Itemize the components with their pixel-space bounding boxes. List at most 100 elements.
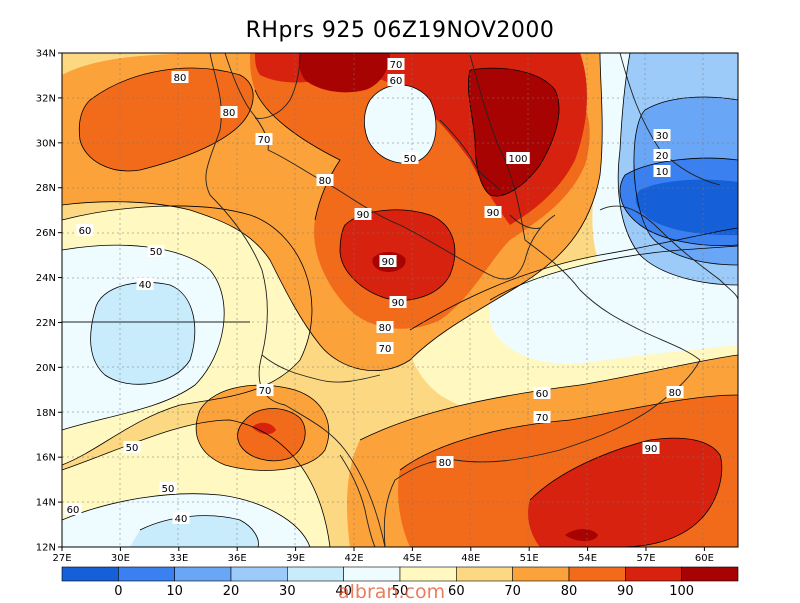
lon-tick-label: 54E bbox=[578, 553, 597, 564]
band-100-sudan bbox=[252, 422, 276, 435]
contour-label-text: 70 bbox=[258, 135, 271, 146]
contour-label-text: 80 bbox=[379, 323, 392, 334]
contour-label-west-60: 60 bbox=[76, 224, 94, 237]
colorbar-swatch bbox=[230, 566, 288, 582]
contour-label-south-40: 40 bbox=[172, 512, 190, 525]
colorbar-swatch bbox=[174, 566, 232, 582]
colorbar-swatch bbox=[287, 566, 344, 582]
contour-label-text: 70 bbox=[379, 344, 392, 355]
colorbar-swatch bbox=[456, 566, 513, 582]
lat-tick-label: 30N bbox=[36, 138, 56, 149]
contour-label-saudi-70: 70 bbox=[376, 342, 394, 355]
contour-label-text: 30 bbox=[656, 131, 669, 142]
contour-label-text: 50 bbox=[404, 154, 417, 165]
lat-tick-label: 34N bbox=[36, 49, 56, 60]
band-20-30-south bbox=[130, 515, 259, 547]
contour-label-west-40: 40 bbox=[136, 278, 154, 291]
band-100-gulf bbox=[468, 68, 560, 196]
contour-label-arabsea-80: 80 bbox=[666, 386, 684, 399]
contour-label-iran-20: 20 bbox=[653, 149, 671, 162]
band-80-90-nw bbox=[79, 68, 254, 171]
colorbar-swatch bbox=[118, 566, 175, 582]
lat-tick-label: 28N bbox=[36, 183, 56, 194]
lon-tick-label: 27E bbox=[52, 553, 71, 564]
lon-tick-label: 39E bbox=[286, 553, 305, 564]
contour-label-oman-60: 60 bbox=[533, 387, 551, 400]
band-100-arabsea bbox=[565, 529, 598, 542]
colorbar-swatch bbox=[625, 566, 682, 582]
contour-label-text: 50 bbox=[126, 443, 139, 454]
lon-tick-label: 42E bbox=[344, 553, 363, 564]
lon-tick-label: 57E bbox=[636, 553, 655, 564]
colorbar-label: 40 bbox=[335, 584, 352, 599]
lat-tick-label: 12N bbox=[36, 543, 56, 554]
contour-label-text: 90 bbox=[487, 208, 500, 219]
contour-label-iraq-70: 70 bbox=[387, 58, 405, 71]
lat-tick-label: 32N bbox=[36, 93, 56, 104]
colorbar-swatch bbox=[512, 566, 570, 582]
contour-label-iran-30: 30 bbox=[653, 129, 671, 142]
lon-tick-label: 33E bbox=[169, 553, 188, 564]
latitude-axis: 34N 32N 30N 28N 26N 24N 22N 20N 18N 16N 14N 12N bbox=[36, 49, 62, 554]
contour-label-text: 100 bbox=[508, 154, 527, 165]
lon-tick-label: 60E bbox=[695, 553, 714, 564]
contour-label-gulf-90: 90 bbox=[484, 206, 502, 219]
contour-label-nw-80b: 80 bbox=[220, 106, 238, 119]
contour-label-saudi-90: 90 bbox=[389, 296, 407, 309]
contour-label-text: 40 bbox=[175, 514, 188, 525]
lat-tick-label: 18N bbox=[36, 408, 56, 419]
map-title: RHprs 925 06Z19NOV2000 bbox=[245, 18, 555, 43]
contour-label-text: 90 bbox=[357, 210, 370, 221]
band-40-50-iraq bbox=[364, 85, 436, 164]
lon-tick-label: 51E bbox=[520, 553, 539, 564]
colorbar-label: 90 bbox=[617, 584, 634, 599]
contour-label-sudan-70: 70 bbox=[256, 384, 274, 397]
band-80-90-sudan bbox=[237, 408, 306, 461]
lat-tick-label: 26N bbox=[36, 228, 56, 239]
contour-label-sudan-50: 50 bbox=[123, 441, 141, 454]
contour-label-saudi-90b: 90 bbox=[379, 255, 397, 268]
lon-tick-label: 48E bbox=[461, 553, 480, 564]
lon-tick-label: 36E bbox=[228, 553, 247, 564]
band-30-40-west bbox=[90, 282, 195, 385]
lat-tick-label: 22N bbox=[36, 318, 56, 329]
contour-label-text: 80 bbox=[439, 458, 452, 469]
contour-label-south-50: 50 bbox=[159, 482, 177, 495]
contour-label-text: 60 bbox=[536, 389, 549, 400]
colorbar-label: 60 bbox=[448, 584, 465, 599]
colorbar-swatch bbox=[399, 566, 457, 582]
contour-label-iraq-60: 60 bbox=[387, 74, 405, 87]
contour-label-text: 70 bbox=[536, 413, 549, 424]
lat-tick-label: 14N bbox=[36, 498, 56, 509]
colorbar-label: 50 bbox=[392, 584, 409, 599]
contour-label-west-50: 50 bbox=[147, 245, 165, 258]
contour-label-levant-90: 90 bbox=[354, 208, 372, 221]
contour-label-sinai-70: 70 bbox=[255, 133, 273, 146]
contour-label-iraq-50: 50 bbox=[401, 152, 419, 165]
contour-label-text: 50 bbox=[150, 247, 163, 258]
plot-frame bbox=[61, 52, 739, 548]
contour-label-saudi-80: 80 bbox=[316, 174, 334, 187]
colorbar-label: 20 bbox=[223, 584, 240, 599]
contour-label-text: 80 bbox=[174, 73, 187, 84]
lat-tick-label: 24N bbox=[36, 273, 56, 284]
contour-label-text: 60 bbox=[67, 505, 80, 516]
contour-label-text: 40 bbox=[139, 280, 152, 291]
contour-label-text: 90 bbox=[382, 257, 395, 268]
lon-tick-label: 45E bbox=[403, 553, 422, 564]
colorbar-swatch bbox=[681, 566, 739, 582]
colorbar-label: 70 bbox=[504, 584, 521, 599]
lat-tick-label: 20N bbox=[36, 363, 56, 374]
contour-label-gulf-100: 100 bbox=[506, 152, 530, 165]
colorbar-label: 100 bbox=[669, 584, 694, 599]
colorbar-label: 80 bbox=[561, 584, 578, 599]
contour-label-text: 20 bbox=[656, 151, 669, 162]
contour-label-iran-10: 10 bbox=[653, 165, 671, 178]
contour-label-text: 80 bbox=[669, 388, 682, 399]
colorbar-label: 10 bbox=[166, 584, 183, 599]
colorbar-swatch bbox=[568, 566, 626, 582]
contour-label-text: 90 bbox=[392, 298, 405, 309]
band-0-10-iran bbox=[635, 179, 738, 236]
contour-label-text: 60 bbox=[79, 226, 92, 237]
